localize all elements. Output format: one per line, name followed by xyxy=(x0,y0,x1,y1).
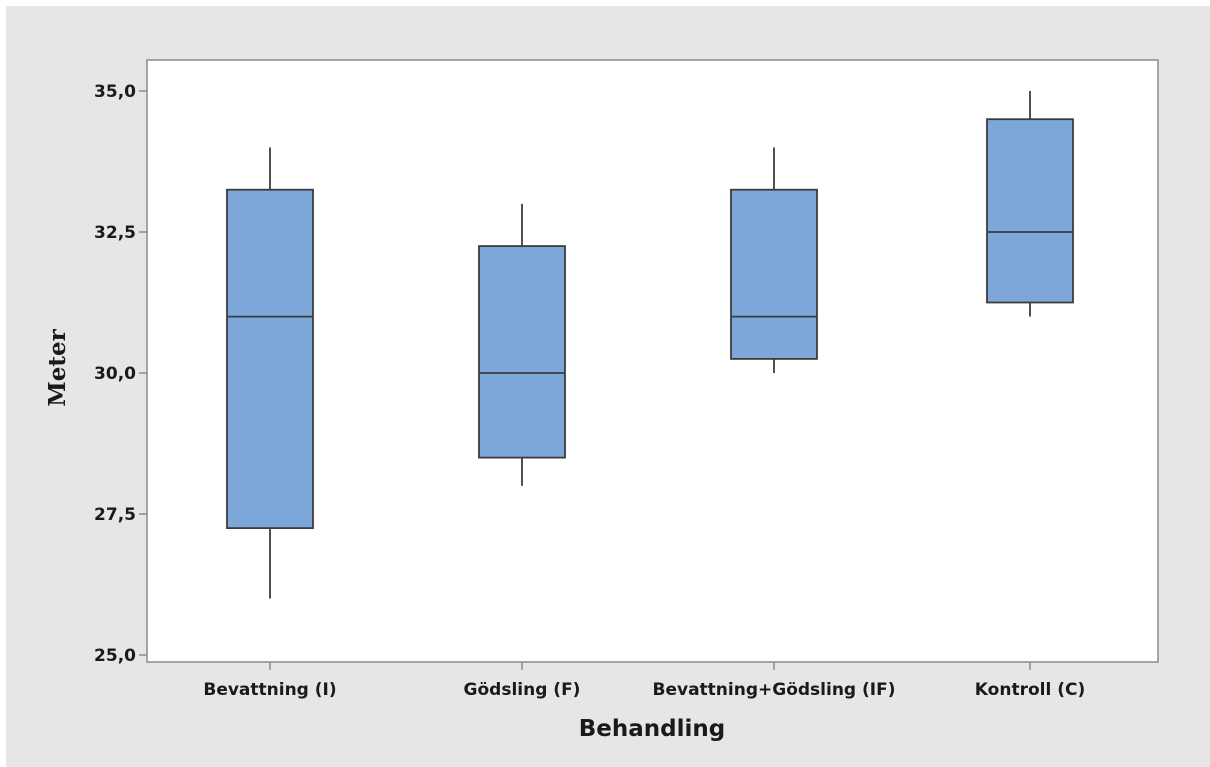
y-tick-label: 35,0 xyxy=(94,82,136,102)
x-tick-label: Gödsling (F) xyxy=(464,680,581,700)
iqr-box xyxy=(730,188,818,360)
box-1 xyxy=(226,147,314,599)
iqr-box xyxy=(478,245,566,459)
box-2 xyxy=(478,203,566,486)
x-tick-label: Bevattning (I) xyxy=(203,680,336,700)
box-3 xyxy=(730,147,818,373)
y-axis: 25,0 27,5 30,0 32,5 35,0 xyxy=(94,82,147,666)
x-axis: Bevattning (I) Gödsling (F) Bevattning+Göd… xyxy=(203,662,1085,700)
y-tick-label: 30,0 xyxy=(94,364,136,384)
y-tick-label: 32,5 xyxy=(94,223,136,243)
x-tick-label: Kontroll (C) xyxy=(975,680,1085,700)
x-axis-title: Behandling xyxy=(579,716,725,742)
iqr-box xyxy=(226,188,314,529)
boxplot-chart: 25,0 27,5 30,0 32,5 35,0 Bevattning (I) Gödsl… xyxy=(44,59,1159,742)
box-4 xyxy=(986,91,1074,317)
x-tick-label: Bevattning+Gödsling (IF) xyxy=(653,680,896,700)
boxes xyxy=(226,91,1074,599)
iqr-box xyxy=(986,118,1074,304)
y-tick-label: 25,0 xyxy=(94,646,136,666)
y-axis-title: Meter xyxy=(44,328,71,406)
y-tick-label: 27,5 xyxy=(94,505,136,525)
chart-frame: 25,0 27,5 30,0 32,5 35,0 Bevattning (I) Gödsl… xyxy=(6,6,1210,767)
